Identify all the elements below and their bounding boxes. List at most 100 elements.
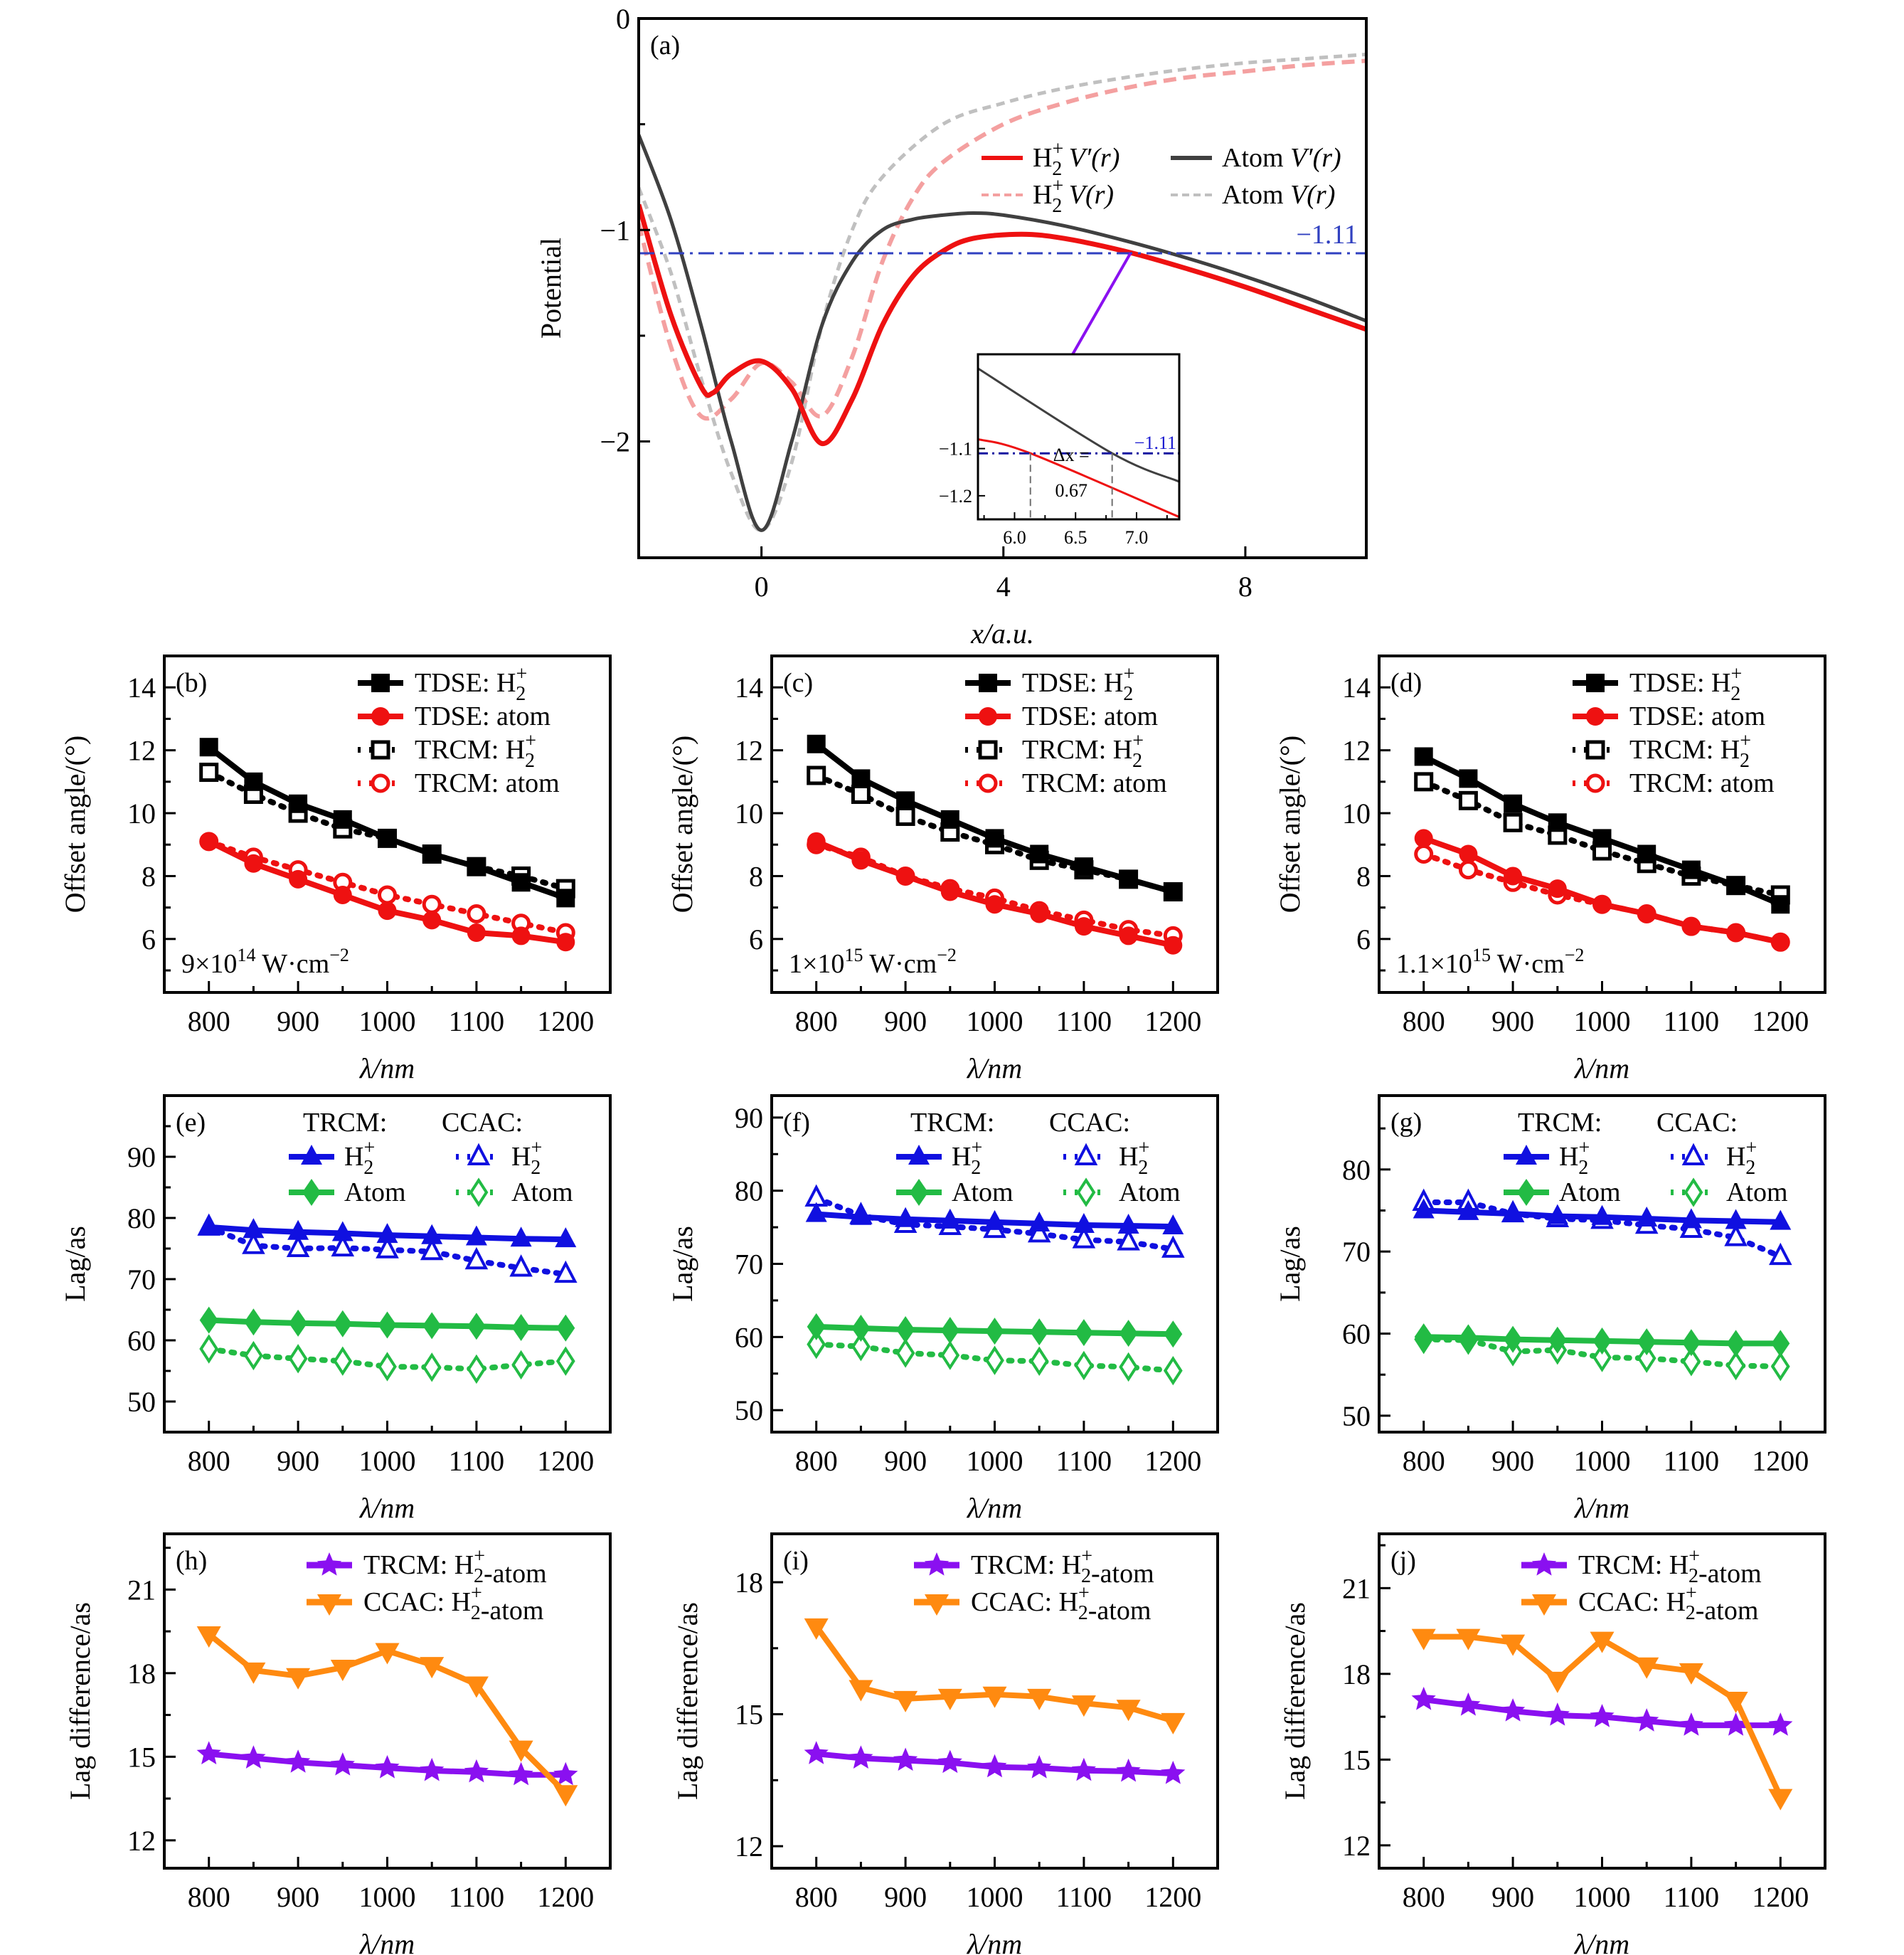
label-sup: + — [1124, 663, 1135, 685]
data-point — [1119, 926, 1138, 945]
x-axis-label: λ/nm — [359, 1492, 415, 1524]
label-main: Atom — [1119, 1177, 1181, 1207]
data-point — [556, 933, 575, 952]
data-point — [1459, 1324, 1478, 1352]
data-point — [422, 844, 442, 864]
label-main: H — [511, 1142, 531, 1172]
y-tick-label: 12 — [127, 735, 156, 767]
legend-label: TRCM: H+ 2-atom — [363, 1545, 547, 1589]
legend-marker — [1532, 1594, 1556, 1616]
data-point — [851, 851, 871, 870]
label-sub: 2 — [516, 683, 526, 705]
data-point — [553, 1761, 578, 1786]
data-point — [1770, 1209, 1792, 1230]
data-point — [1413, 1198, 1435, 1219]
label-sup: + — [531, 1137, 542, 1159]
label-sub: 2 — [1578, 1157, 1588, 1179]
label-sub: 2 — [1052, 195, 1062, 217]
data-point — [896, 1316, 915, 1344]
y-axis-label: Potential — [535, 238, 567, 339]
x-tick-label: 900 — [884, 1005, 927, 1037]
data-point — [1119, 869, 1138, 889]
arrow-shaft — [1063, 252, 1132, 371]
data-point — [1027, 1688, 1052, 1710]
data-point — [556, 889, 575, 908]
data-point — [1458, 790, 1478, 810]
label-main: CCAC: H — [971, 1587, 1078, 1617]
label-sub: 2 — [1688, 1565, 1698, 1587]
data-point — [895, 1338, 915, 1368]
label-sup: + — [1578, 1137, 1590, 1159]
data-point — [331, 1234, 355, 1257]
series-trcm-h2-atom — [1411, 1687, 1793, 1736]
data-point — [1459, 844, 1478, 864]
legend-marker — [1684, 1177, 1703, 1207]
legend-label: H+ 2 V′(r) — [1033, 138, 1119, 180]
annotation-part: 14 — [237, 945, 255, 965]
label-sup: + — [516, 663, 528, 685]
label-main: TDSE: atom — [1629, 701, 1765, 731]
data-point — [199, 1306, 218, 1334]
inset-chart: −1.11 6.0 6.5 7.0 −1.1 −1.2 Δx = 0.67 — [939, 353, 1181, 548]
series-trcm-atom — [199, 1306, 575, 1342]
legend-marker — [910, 1179, 928, 1206]
data-point — [1030, 844, 1049, 864]
label-main: Atom — [1222, 180, 1284, 210]
label-sup: + — [1745, 1137, 1757, 1159]
data-point — [1548, 1326, 1567, 1354]
data-point — [378, 1311, 397, 1339]
data-point — [1680, 1208, 1702, 1229]
y-tick-label: 15 — [735, 1699, 763, 1731]
data-point — [1545, 1702, 1570, 1726]
x-tick-label: 1200 — [1752, 1445, 1809, 1477]
panel-i-lag-difference-chart: 800 900 1000 1100 1200 12 15 18 λ/nm Lag differen… — [671, 1532, 1219, 1955]
legend-label: H+ 2 — [1726, 1137, 1757, 1179]
label-main: TRCM: H — [415, 735, 525, 765]
data-point — [422, 1352, 442, 1382]
label-sup: + — [1686, 1582, 1697, 1604]
data-point — [1119, 1320, 1138, 1347]
data-point — [420, 1237, 444, 1261]
data-point — [1456, 1628, 1481, 1651]
x-tick-label: 900 — [277, 1445, 319, 1477]
y-tick-label: 70 — [127, 1263, 156, 1296]
legend-marker — [979, 674, 997, 692]
label-sup: + — [1081, 1545, 1092, 1567]
inset-y-tick-label: −1.1 — [939, 439, 972, 460]
data-point — [896, 867, 915, 886]
data-point — [807, 1313, 826, 1340]
legend-label: CCAC: H+ 2-atom — [971, 1582, 1151, 1626]
legend-label: TRCM: H+ 2 — [1629, 730, 1751, 772]
data-point — [1119, 1352, 1138, 1382]
data-point — [555, 1346, 575, 1376]
x-tick-label: 1000 — [1574, 1445, 1631, 1477]
y-tick-label: 50 — [1342, 1400, 1371, 1432]
data-point — [1074, 1319, 1093, 1347]
series-ccac-h2-atom — [804, 1618, 1186, 1734]
x-tick-label: 1200 — [1752, 1881, 1809, 1913]
data-point — [1592, 1342, 1612, 1372]
data-point — [509, 1761, 533, 1786]
panel-label: (a) — [650, 31, 680, 60]
y-tick-label: 0 — [616, 3, 630, 35]
y-axis-label: Lag difference/as — [671, 1602, 703, 1800]
reference-line-label: −1.11 — [1296, 220, 1358, 250]
y-tick-label: 18 — [735, 1567, 763, 1599]
data-point — [465, 1225, 487, 1246]
data-point — [1117, 1214, 1139, 1234]
legend-marker — [925, 1594, 949, 1616]
data-point — [1501, 1698, 1526, 1722]
legend-marker — [1585, 773, 1605, 793]
inset-reference-label: −1.11 — [1134, 433, 1176, 453]
y-tick-label: 12 — [735, 735, 763, 767]
y-tick-label: 18 — [1342, 1658, 1371, 1690]
y-tick-label: 80 — [127, 1202, 156, 1234]
x-tick-label: 1100 — [1056, 1881, 1112, 1913]
annotation-part: 15 — [1472, 945, 1491, 965]
y-tick-label: 12 — [127, 1825, 156, 1857]
data-point — [1726, 1350, 1745, 1381]
data-point — [464, 1759, 489, 1783]
